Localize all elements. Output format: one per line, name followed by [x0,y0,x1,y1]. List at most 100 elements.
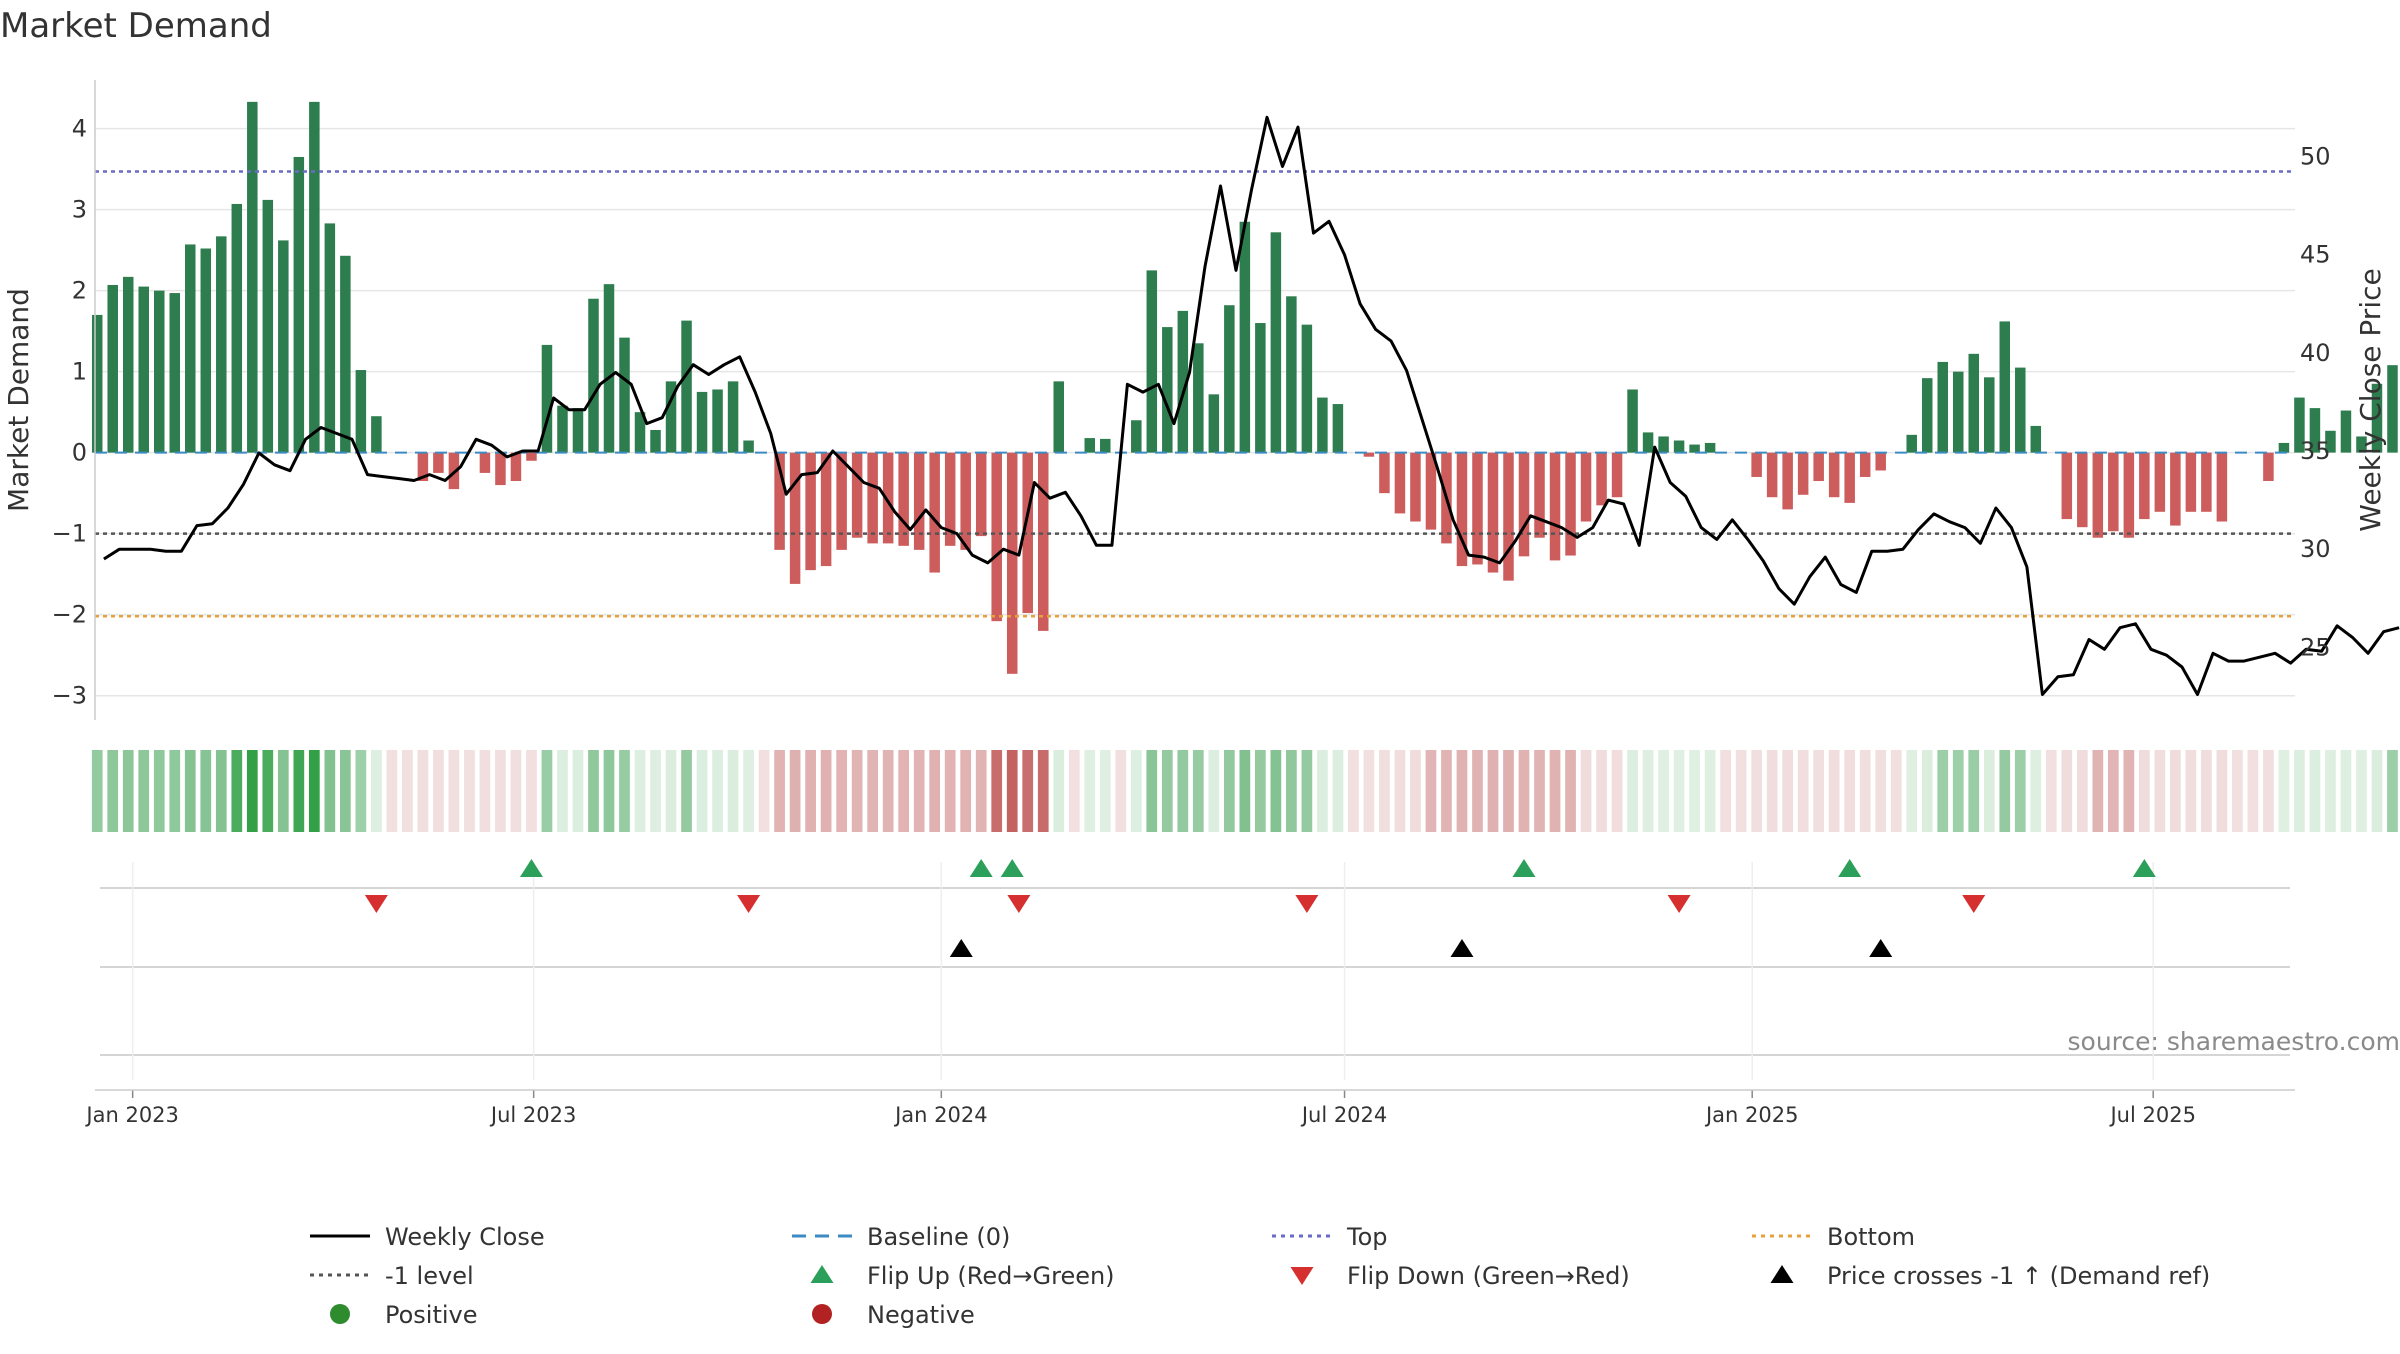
demand-bar-positive [1627,389,1638,452]
demand-bar-negative [2108,453,2119,532]
demand-strip-cell [712,750,723,832]
demand-strip-cell [387,750,398,832]
weekly-close-price-line [104,117,2399,694]
demand-strip-cell [169,750,180,832]
demand-bar-negative [1844,453,1855,503]
demand-bar-positive [356,370,367,453]
legend-triangle-up-icon [811,1265,834,1283]
y-right-tick-label: 35 [2300,437,2331,465]
demand-bar-negative [1550,453,1561,561]
demand-bar-negative [526,453,537,461]
legend-item: Weekly Close [310,1223,545,1251]
demand-strip-cell [1736,750,1747,832]
legend-label: -1 level [385,1262,474,1290]
demand-bar-positive [1053,381,1064,452]
demand-strip-cell [449,750,460,832]
demand-strip-cell [650,750,661,832]
demand-strip-cell [1565,750,1576,832]
demand-bar-positive [712,389,723,452]
x-tick-label: Jul 2023 [489,1103,576,1127]
demand-strip-cell [247,750,258,832]
demand-strip-cell [1364,750,1375,832]
demand-strip-cell [1813,750,1824,832]
demand-bar-positive [185,244,196,452]
demand-bar-positive [201,249,212,453]
demand-strip-cell [2201,750,2212,832]
demand-strip-cell [1239,750,1250,832]
demand-bar-positive [1131,420,1142,452]
demand-bar-positive [232,204,243,453]
demand-strip-cell [1348,750,1359,832]
demand-strip-cell [1953,750,1964,832]
demand-strip-cell [790,750,801,832]
demand-strip-cell [1333,750,1344,832]
demand-strip-cell [356,750,367,832]
x-tick-label: Jan 2023 [84,1103,179,1127]
demand-strip-cell [666,750,677,832]
demand-bar-negative [914,453,925,550]
flip-up-marker [1513,859,1536,877]
legend-label: Positive [385,1301,478,1329]
demand-bar-positive [2015,368,2026,453]
demand-strip-cell [1441,750,1452,832]
demand-bar-negative [1612,453,1623,498]
demand-bar-negative [2201,453,2212,512]
demand-strip-cell [2046,750,2057,832]
demand-strip-cell [836,750,847,832]
demand-strip-cell [2139,750,2150,832]
demand-bar-negative [1410,453,1421,522]
demand-bar-positive [1224,305,1235,452]
demand-bar-negative [976,453,987,536]
demand-strip-cell [976,750,987,832]
demand-bar-negative [1488,453,1499,573]
demand-bar-negative [836,453,847,550]
demand-strip-cell [883,750,894,832]
demand-strip-cell [1798,750,1809,832]
demand-strip-cell [2372,750,2383,832]
demand-bar-positive [263,200,274,453]
demand-bar-negative [1829,453,1840,498]
demand-bar-positive [1147,270,1158,452]
demand-strip-cell [1519,750,1530,832]
demand-strip-cell [1627,750,1638,832]
demand-bar-positive [1689,445,1700,453]
demand-bar-positive [1922,378,1933,453]
demand-bar-negative [511,453,522,481]
demand-bar-negative [790,453,801,584]
demand-bar-negative [1751,453,1762,477]
demand-strip-cell [867,750,878,832]
demand-strip-cell [821,750,832,832]
legend-triangle-up-icon [1771,1265,1794,1283]
demand-bar-positive [2387,365,2398,452]
demand-strip-cell [2232,750,2243,832]
demand-strip-cell [1612,750,1623,832]
demand-strip-cell [1596,750,1607,832]
demand-strip-cell [2108,750,2119,832]
y-left-tick-label: 2 [72,277,87,305]
x-tick-label: Jan 2024 [893,1103,988,1127]
demand-strip-cell [604,750,615,832]
demand-strip-cell [929,750,940,832]
x-tick-label: Jan 2025 [1704,1103,1799,1127]
demand-strip-cell [2186,750,2197,832]
demand-strip-cell [107,750,118,832]
legend-item: Negative [812,1301,975,1329]
demand-strip-cell [1968,750,1979,832]
demand-bar-positive [557,406,568,453]
demand-strip-cell [480,750,491,832]
legend-circle-icon [812,1304,832,1324]
demand-bar-positive [650,430,661,453]
demand-strip-cell [991,750,1002,832]
legend-item: Price crosses -1 ↑ (Demand ref) [1771,1262,2211,1290]
demand-strip-cell [1550,750,1561,832]
demand-bar-negative [929,453,940,573]
demand-strip-cell [1503,750,1514,832]
demand-bar-negative [898,453,909,546]
y-left-tick-label: 1 [72,358,87,386]
demand-strip-cell [681,750,692,832]
demand-bar-positive [1271,232,1282,452]
demand-bar-positive [1906,435,1917,453]
flip-up-marker [1001,859,1024,877]
demand-bar-negative [1007,453,1018,674]
